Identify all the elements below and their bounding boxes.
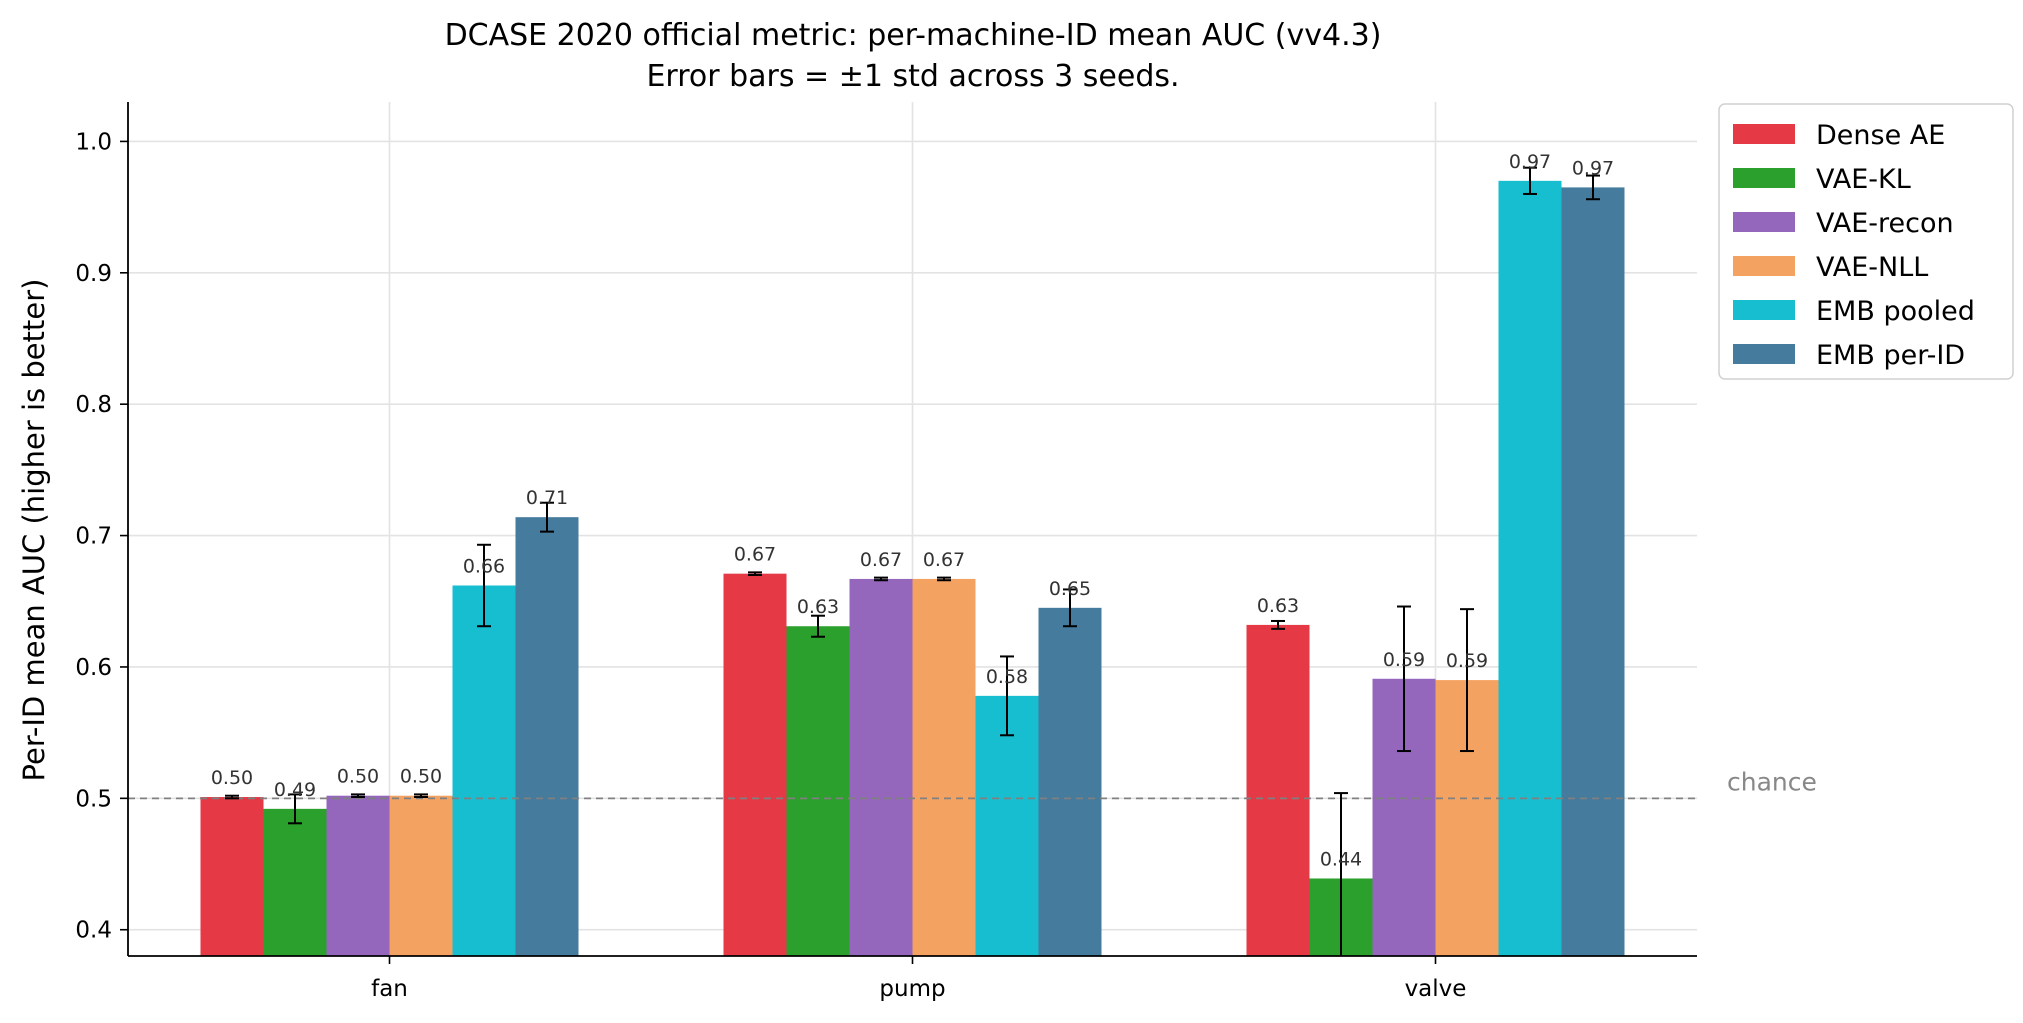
- legend-label: EMB pooled: [1816, 296, 1975, 327]
- data-label: 0.63: [797, 596, 839, 618]
- legend-label: VAE-recon: [1816, 208, 1954, 239]
- legend-swatch: [1733, 212, 1795, 232]
- y-tick-label: 0.5: [75, 786, 112, 812]
- axes: 0.4 0.5 0.6 0.7 0.8 0.9 1.0 fan pump valve: [75, 102, 1697, 1002]
- bar: [200, 797, 264, 956]
- legend-label: VAE-NLL: [1816, 252, 1928, 283]
- chart-title: DCASE 2020 official metric: per-machine-…: [445, 18, 1382, 53]
- legend-label: VAE-KL: [1816, 164, 1911, 195]
- y-tick-label: 1.0: [75, 129, 112, 155]
- data-label: 0.67: [860, 549, 902, 571]
- bar: [326, 795, 390, 956]
- data-label: 0.65: [1049, 578, 1091, 600]
- x-tick-label: pump: [879, 976, 945, 1002]
- x-tick-label: valve: [1405, 976, 1467, 1002]
- data-label: 0.49: [274, 779, 316, 801]
- bar: [263, 808, 327, 956]
- data-label: 0.67: [923, 549, 965, 571]
- bar: [452, 585, 516, 956]
- y-tick-label: 0.7: [75, 524, 112, 550]
- data-label: 0.97: [1572, 157, 1614, 179]
- legend-swatch: [1733, 256, 1795, 276]
- bar: [975, 695, 1039, 956]
- data-label: 0.71: [526, 487, 568, 509]
- legend-label: EMB per-ID: [1816, 340, 1965, 371]
- bar: [389, 795, 453, 956]
- data-label: 0.50: [400, 766, 442, 788]
- y-tick-label: 0.4: [75, 918, 112, 944]
- bar: [912, 578, 976, 956]
- data-labels: 0.50 0.67 0.63 0.49 0.63 0.44 0.50 0.67 0.59 0.50…: [211, 151, 1614, 871]
- y-tick-label: 0.6: [75, 655, 112, 681]
- bars: [200, 180, 1625, 957]
- bar: [1498, 180, 1562, 957]
- data-label: 0.67: [734, 544, 776, 566]
- x-tick-label: fan: [371, 976, 408, 1002]
- chance-label: chance: [1727, 767, 1817, 796]
- data-label: 0.66: [463, 555, 505, 577]
- y-axis-label: Per-ID mean AUC (higher is better): [17, 279, 51, 782]
- error-bars: [225, 166, 1600, 956]
- data-label: 0.58: [986, 666, 1028, 688]
- y-tick-label: 0.9: [75, 261, 112, 287]
- bar: [1038, 607, 1102, 956]
- legend-swatch: [1733, 344, 1795, 364]
- bar: [515, 517, 579, 956]
- y-tick-label: 0.8: [75, 392, 112, 418]
- chance-reference: chance: [128, 767, 1817, 800]
- bar: [786, 626, 850, 956]
- bar: [849, 578, 913, 956]
- data-label: 0.50: [337, 766, 379, 788]
- legend-swatch: [1733, 168, 1795, 188]
- data-label: 0.44: [1320, 848, 1362, 870]
- data-label: 0.63: [1257, 595, 1299, 617]
- bar: [1561, 187, 1625, 956]
- bar: [1246, 624, 1310, 956]
- legend-label: Dense AE: [1816, 120, 1945, 151]
- data-label: 0.97: [1509, 151, 1551, 173]
- data-label: 0.50: [211, 767, 253, 789]
- chart-subtitle: Error bars = ±1 std across 3 seeds.: [646, 59, 1179, 94]
- legend: Dense AE VAE-KL VAE-recon VAE-NLL EMB pooled…: [1718, 103, 2014, 380]
- bar: [723, 573, 787, 956]
- legend-swatch: [1733, 300, 1795, 320]
- data-label: 0.59: [1383, 649, 1425, 671]
- legend-swatch: [1733, 124, 1795, 144]
- data-label: 0.59: [1446, 650, 1488, 672]
